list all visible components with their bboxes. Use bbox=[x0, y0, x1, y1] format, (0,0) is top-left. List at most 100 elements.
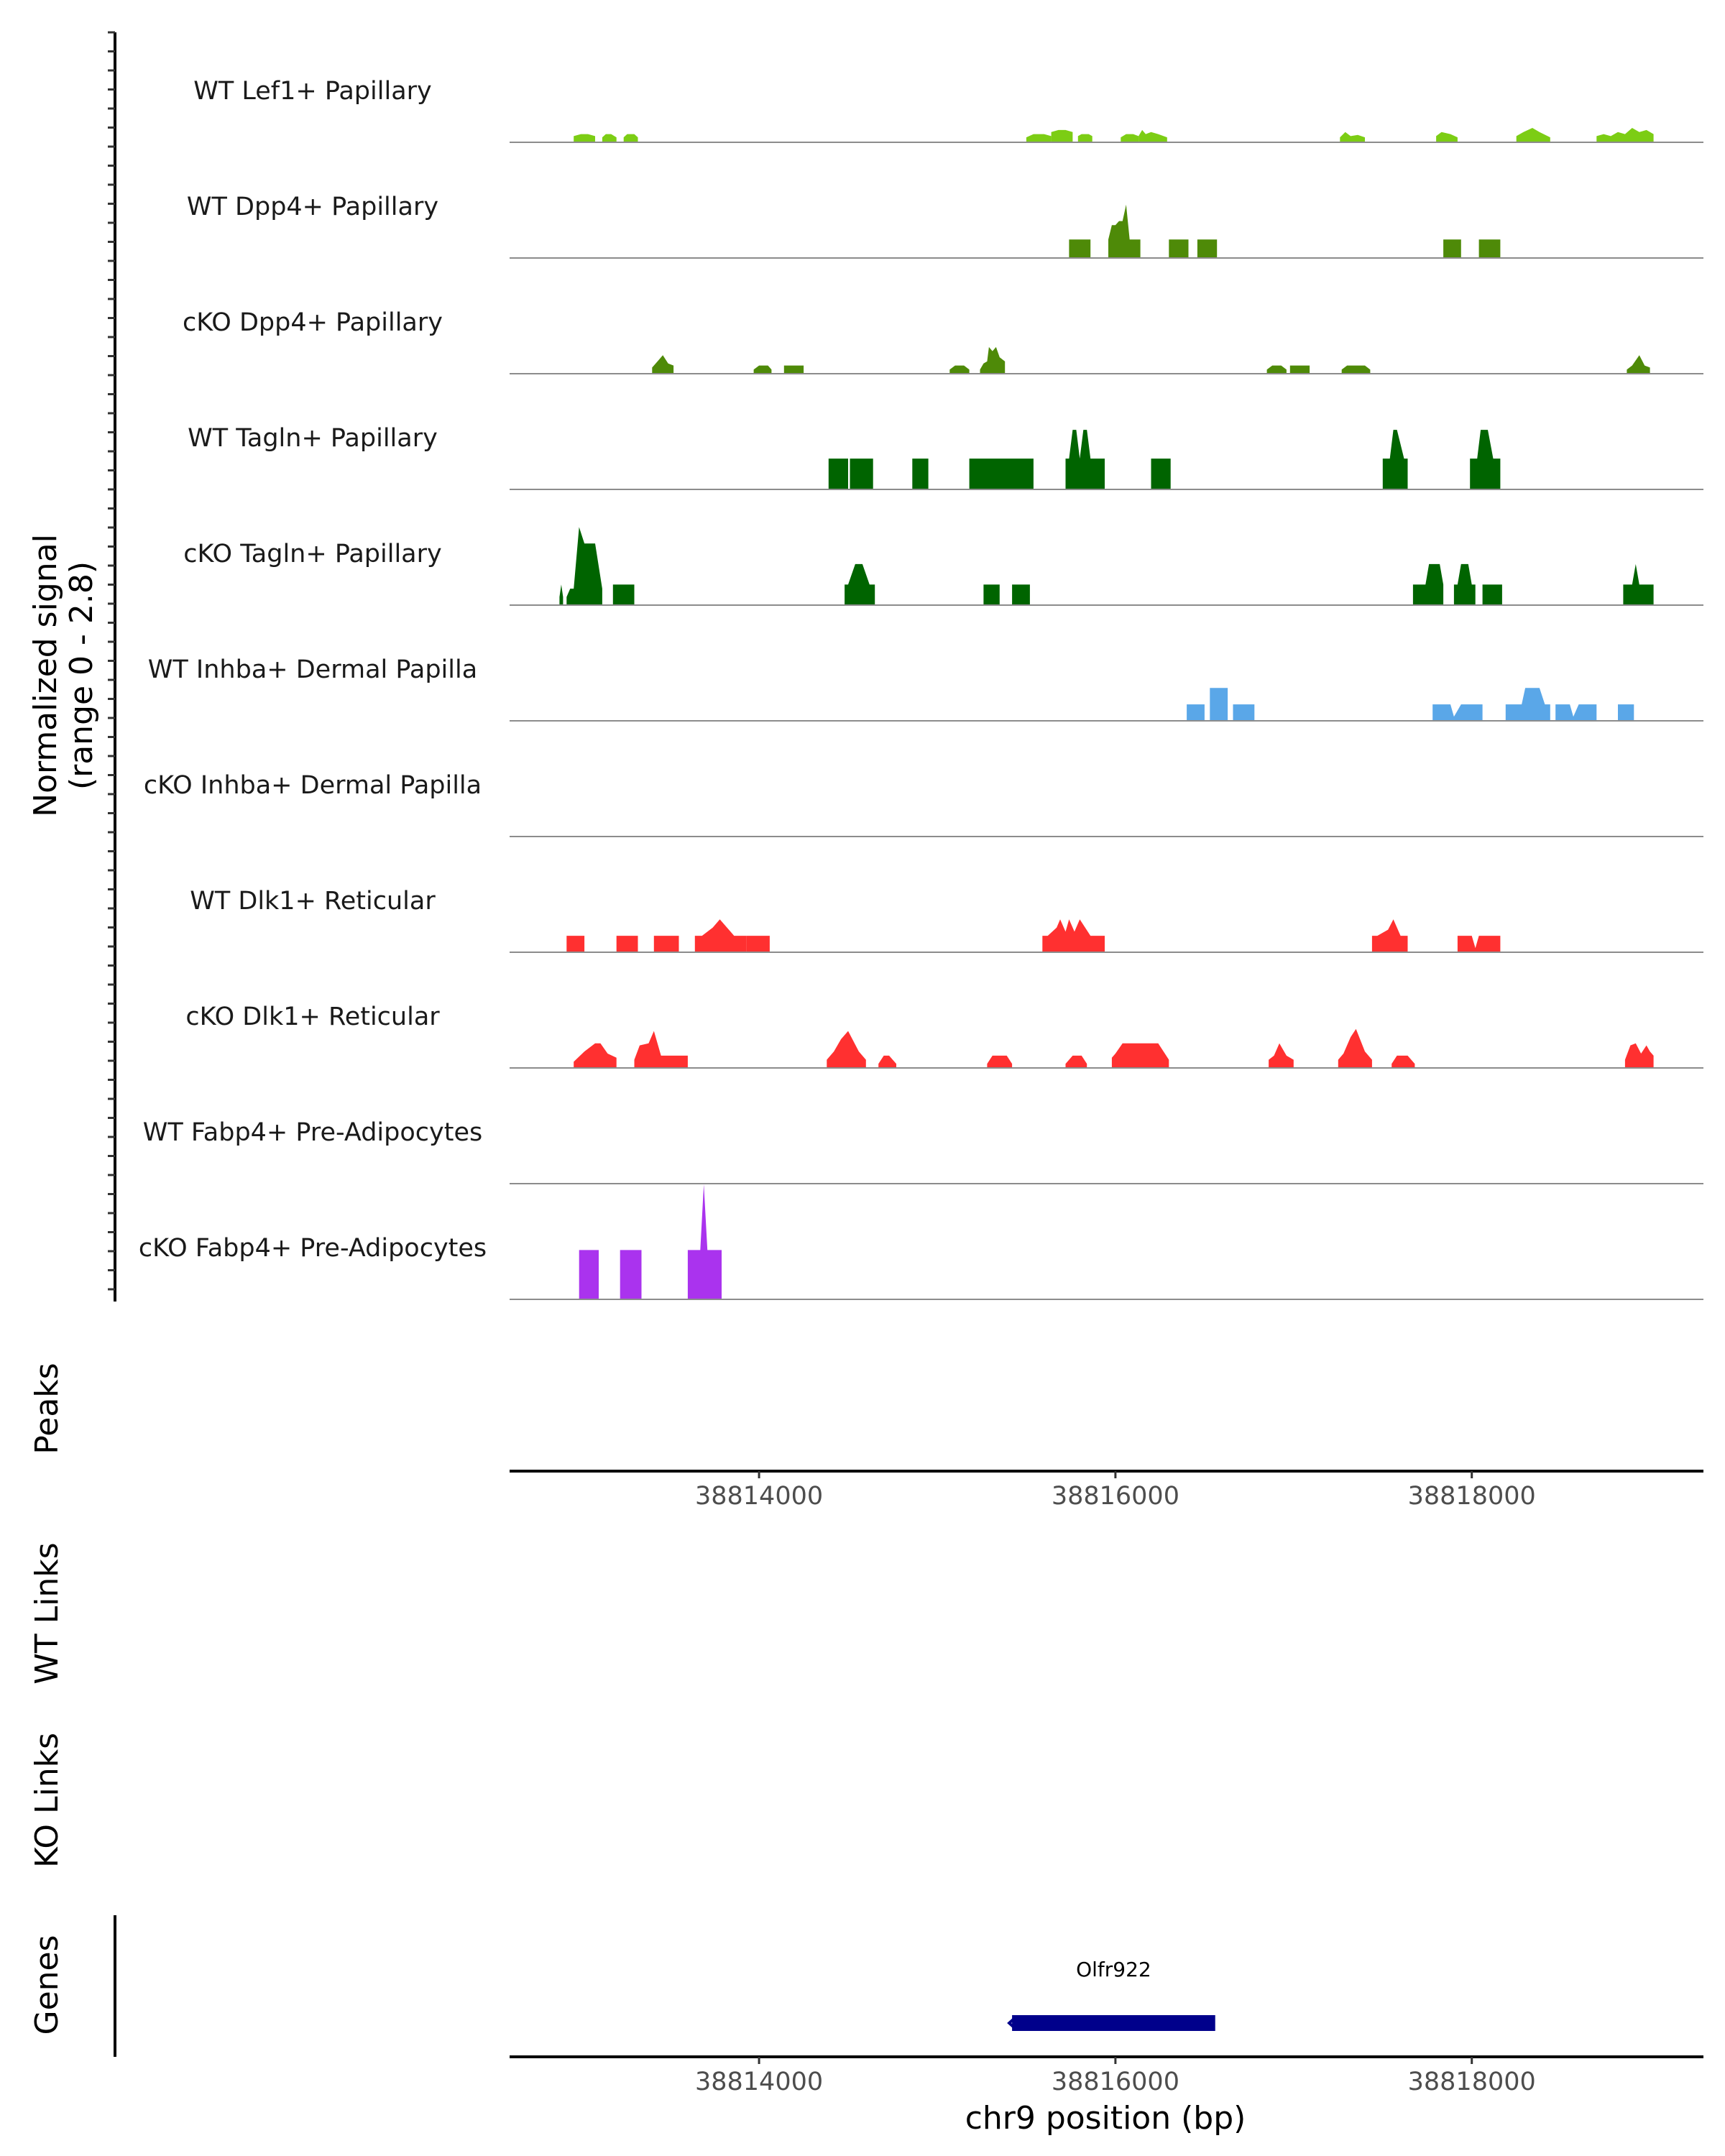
signal-area bbox=[1233, 704, 1255, 721]
track-label: WT Dlk1+ Reticular bbox=[190, 887, 436, 916]
signal-area bbox=[1436, 132, 1458, 142]
signal-area bbox=[1453, 563, 1476, 605]
signal-area bbox=[1392, 1055, 1415, 1068]
signal-area bbox=[783, 365, 804, 374]
genes-label: Genes bbox=[29, 1935, 65, 2035]
signal-area bbox=[1026, 134, 1052, 142]
signal-area bbox=[1382, 430, 1408, 489]
signal-area bbox=[746, 936, 770, 952]
signal-tracks: WT Lef1+ Papillary WT Dpp4+ Papillary cKO … bbox=[139, 77, 1703, 1300]
signal-area bbox=[987, 1055, 1013, 1068]
signal-area bbox=[1516, 128, 1550, 142]
x-tick-label: 38818000 bbox=[1408, 1482, 1536, 1511]
signal-area bbox=[983, 584, 1000, 605]
track-10: cKO Fabp4+ Pre-Adipocytes bbox=[139, 1184, 1703, 1300]
signal-area bbox=[1069, 239, 1091, 258]
track-label: WT Fabp4+ Pre-Adipocytes bbox=[143, 1118, 482, 1147]
y-axis-title: Normalized signal bbox=[27, 534, 64, 817]
signal-area bbox=[1478, 239, 1501, 258]
track-6: cKO Inhba+ Dermal Papilla bbox=[144, 771, 1703, 837]
signal-area bbox=[1627, 355, 1650, 374]
y-axis-range: (range 0 - 2.8) bbox=[63, 561, 100, 790]
signal-area bbox=[828, 459, 848, 489]
track-9: WT Fabp4+ Pre-Adipocytes bbox=[143, 1118, 1703, 1184]
gene-name: Olfr922 bbox=[1076, 1958, 1151, 1981]
x-axis-title: chr9 position (bp) bbox=[965, 2100, 1246, 2137]
signal-area bbox=[1412, 563, 1444, 605]
x-tick-label: 38814000 bbox=[695, 1482, 823, 1511]
gene-body bbox=[1012, 2015, 1215, 2031]
signal-area bbox=[753, 365, 772, 374]
signal-area bbox=[574, 134, 595, 142]
genes-x-ticks: 38814000 38816000 38818000 bbox=[695, 2057, 1536, 2096]
signal-area bbox=[1065, 1055, 1087, 1068]
signal-area bbox=[616, 936, 638, 952]
signal-area bbox=[566, 527, 602, 605]
signal-area bbox=[694, 919, 747, 952]
signal-area bbox=[1371, 919, 1408, 952]
signal-area bbox=[1624, 1043, 1654, 1068]
signal-area bbox=[1623, 563, 1654, 605]
peaks-label: Peaks bbox=[29, 1363, 65, 1454]
signal-area bbox=[620, 1250, 642, 1299]
track-label: WT Tagln+ Papillary bbox=[188, 424, 438, 453]
signal-area bbox=[1618, 704, 1634, 721]
track-1: WT Dpp4+ Papillary bbox=[187, 193, 1703, 259]
signal-area bbox=[652, 355, 674, 374]
signal-area bbox=[1269, 1043, 1294, 1068]
signal-area bbox=[623, 134, 638, 142]
signal-area bbox=[574, 1043, 617, 1068]
signal-area bbox=[1111, 1043, 1169, 1068]
gene-track: Olfr922 bbox=[1007, 1958, 1215, 2031]
track-label: WT Lef1+ Papillary bbox=[193, 77, 432, 106]
track-label: WT Inhba+ Dermal Papilla bbox=[148, 655, 477, 684]
signal-area bbox=[1169, 239, 1189, 258]
x-tick-label: 38818000 bbox=[1408, 2068, 1536, 2096]
signal-area bbox=[1138, 129, 1167, 142]
x-tick-label: 38814000 bbox=[695, 2068, 823, 2096]
signal-area bbox=[1443, 239, 1461, 258]
signal-area bbox=[1596, 128, 1654, 142]
signal-area bbox=[1108, 204, 1141, 258]
signal-area bbox=[1338, 1028, 1372, 1068]
signal-area bbox=[1457, 936, 1501, 952]
signal-area bbox=[602, 134, 617, 142]
signal-area bbox=[612, 584, 635, 605]
track-4: cKO Tagln+ Papillary bbox=[183, 527, 1703, 606]
track-0: WT Lef1+ Papillary bbox=[193, 77, 1703, 143]
signal-area bbox=[1505, 688, 1550, 721]
signal-area bbox=[1151, 459, 1171, 489]
signal-area bbox=[1051, 129, 1073, 142]
signal-area bbox=[845, 563, 875, 605]
signal-area bbox=[827, 1031, 866, 1068]
signal-area bbox=[1555, 704, 1597, 721]
track-label: cKO Tagln+ Papillary bbox=[183, 540, 442, 568]
signal-area bbox=[1187, 704, 1205, 721]
x-tick-label: 38816000 bbox=[1052, 2068, 1179, 2096]
signal-area bbox=[1266, 365, 1287, 374]
signal-y-axis bbox=[108, 31, 116, 1302]
track-label: cKO Dlk1+ Reticular bbox=[185, 1003, 440, 1031]
gene-strand-arrow bbox=[1007, 2015, 1018, 2031]
signal-area bbox=[579, 1250, 599, 1299]
track-label: cKO Fabp4+ Pre-Adipocytes bbox=[139, 1234, 487, 1263]
x-tick-label: 38816000 bbox=[1052, 1482, 1179, 1511]
track-label: cKO Inhba+ Dermal Papilla bbox=[144, 771, 482, 800]
signal-area bbox=[912, 459, 929, 489]
peaks-x-ticks: 38814000 38816000 38818000 bbox=[695, 1471, 1536, 1511]
signal-area bbox=[878, 1055, 896, 1068]
ko-links-label: KO Links bbox=[29, 1733, 65, 1868]
signal-area bbox=[1482, 584, 1502, 605]
signal-area bbox=[1012, 584, 1030, 605]
signal-area bbox=[1210, 688, 1228, 721]
signal-area bbox=[687, 1184, 722, 1299]
signal-area bbox=[850, 459, 873, 489]
signal-area bbox=[1341, 365, 1371, 374]
signal-area bbox=[559, 584, 564, 605]
signal-area bbox=[1065, 430, 1105, 489]
signal-area bbox=[566, 936, 585, 952]
track-5: WT Inhba+ Dermal Papilla bbox=[148, 655, 1703, 722]
signal-area bbox=[634, 1031, 688, 1068]
wt-links-label: WT Links bbox=[29, 1542, 65, 1684]
